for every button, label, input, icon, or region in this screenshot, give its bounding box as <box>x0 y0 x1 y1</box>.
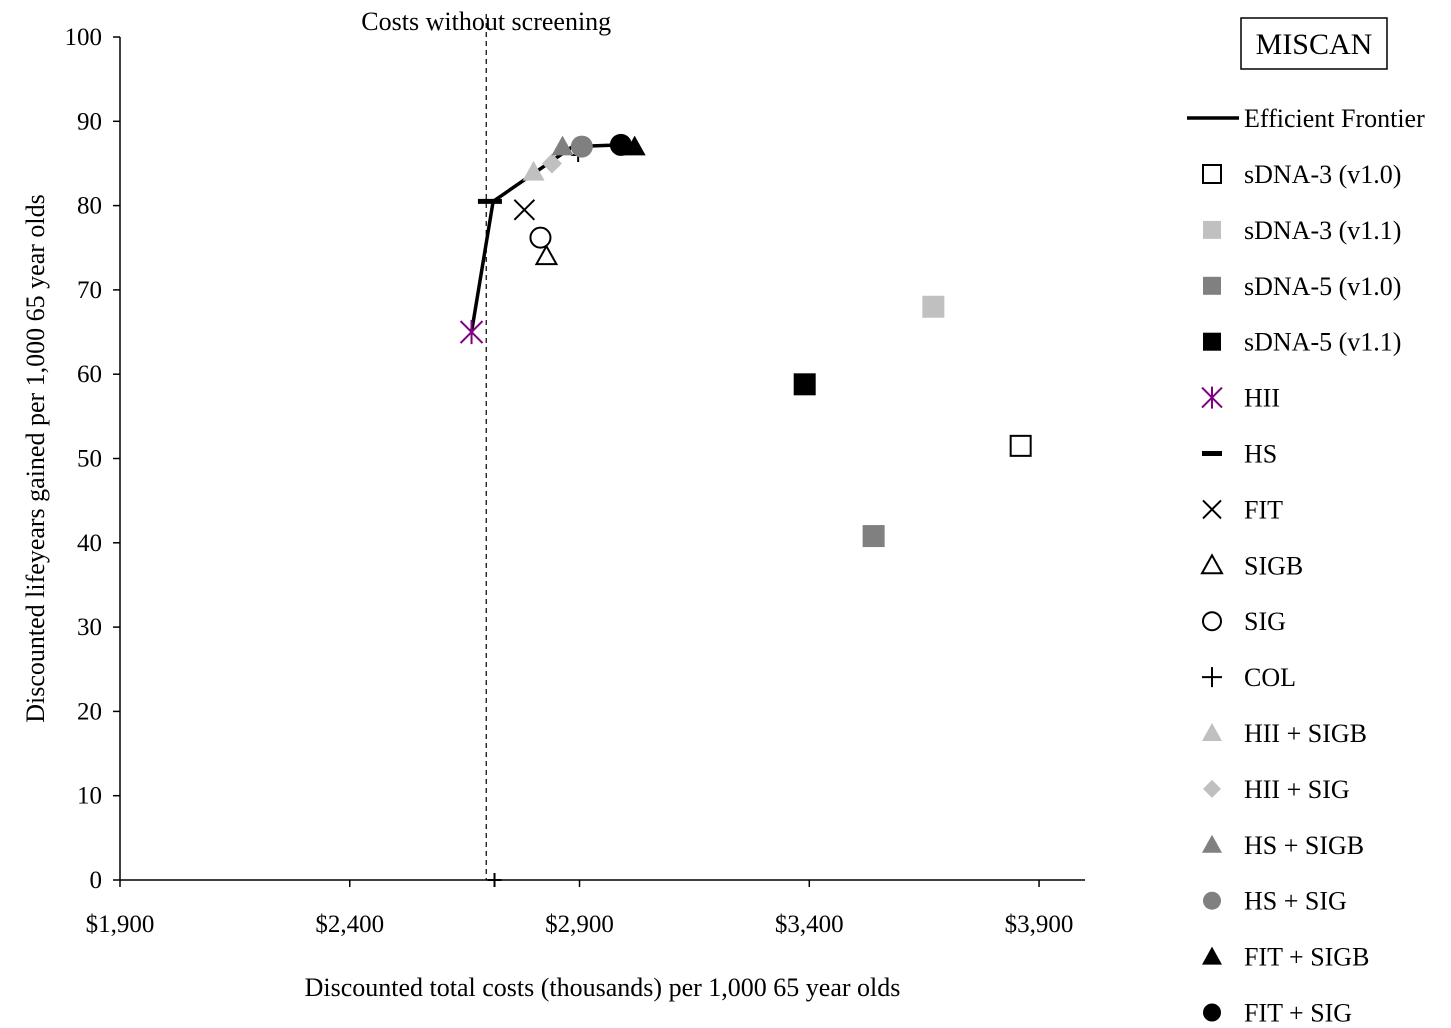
y-tick-label: 100 <box>65 24 103 51</box>
legend-swatch <box>1200 553 1224 575</box>
point-sdna-3-v1-0 <box>1009 434 1032 457</box>
point-hs <box>477 198 502 204</box>
legend-swatch <box>1202 946 1222 965</box>
point-hs-sig <box>570 135 593 158</box>
point-fit <box>513 199 536 221</box>
legend-swatch <box>1202 611 1222 632</box>
y-tick-label: 40 <box>77 530 102 557</box>
model-label: MISCAN <box>1256 28 1373 61</box>
y-tick-label: 70 <box>77 277 102 304</box>
legend-label: FIT <box>1244 495 1283 524</box>
point-hii <box>459 319 484 345</box>
legend-swatch <box>1202 834 1222 853</box>
point-sig <box>529 226 552 249</box>
legend: MISCAN Efficient Frontier sDNA-3 (v1.0) sDN… <box>1187 17 1425 1028</box>
reference-line-group: Costs without screening <box>361 7 611 880</box>
legend-label: SIG <box>1244 607 1286 636</box>
point-col <box>487 873 502 887</box>
legend-swatch <box>1202 723 1222 741</box>
legend-swatch <box>1201 386 1223 409</box>
y-axis-title: Discounted lifeyears gained per 1,000 65… <box>21 194 50 723</box>
x-tick-label: $2,900 <box>545 911 614 938</box>
point-sdna-3-v1-1 <box>922 295 945 318</box>
point-sdna-5-v1-0 <box>862 525 885 548</box>
legend-swatch <box>1203 891 1221 910</box>
legend-label: HS + SIG <box>1244 887 1347 916</box>
point-sdna-5-v1-1 <box>793 373 816 396</box>
y-tick-label: 30 <box>77 614 102 641</box>
y-tick-label: 50 <box>77 446 102 473</box>
legend-swatch <box>1203 332 1221 351</box>
legend-swatch <box>1203 779 1221 798</box>
axes: 0 10 20 30 40 50 60 70 80 90 100 $1,900 $2,400 $2,900… <box>21 24 1085 1002</box>
legend-label: FIT + SIGB <box>1244 943 1369 972</box>
point-sigb <box>534 244 559 266</box>
y-tick-label: 80 <box>77 193 102 220</box>
point-hii-sigb <box>522 160 545 181</box>
legend-swatch <box>1203 220 1221 239</box>
legend-label: FIT + SIG <box>1244 999 1352 1028</box>
legend-label: HII + SIG <box>1244 775 1350 804</box>
legend-label: sDNA-3 (v1.0) <box>1244 160 1401 189</box>
legend-label: sDNA-3 (v1.1) <box>1244 216 1401 245</box>
legend-swatch <box>1203 1003 1221 1022</box>
legend-swatch <box>1202 667 1222 688</box>
legend-label: HII + SIGB <box>1244 719 1367 748</box>
legend-swatch <box>1203 276 1221 295</box>
legend-label: HS + SIGB <box>1244 831 1364 860</box>
reference-line-label: Costs without screening <box>361 7 611 36</box>
point-hii-sig <box>541 153 562 174</box>
y-tick-label: 10 <box>77 783 102 810</box>
legend-label: HS <box>1244 440 1277 469</box>
x-axis-title: Discounted total costs (thousands) per 1… <box>305 973 901 1002</box>
legend-label: sDNA-5 (v1.1) <box>1244 328 1401 357</box>
legend-label: HII <box>1244 384 1280 413</box>
y-tick-label: 90 <box>77 108 102 135</box>
legend-swatch <box>1202 451 1222 456</box>
legend-frontier-label: Efficient Frontier <box>1244 104 1425 133</box>
legend-swatch <box>1202 499 1222 520</box>
y-tick-label: 20 <box>77 698 102 725</box>
y-tick-label: 0 <box>90 867 103 894</box>
model-label-box <box>1240 17 1388 70</box>
point-fit-sig <box>609 133 632 156</box>
efficient-frontier-line <box>469 143 635 333</box>
data-points <box>459 133 1032 887</box>
y-tick-label: 60 <box>77 361 102 388</box>
legend-label: COL <box>1244 663 1296 692</box>
legend-label: sDNA-5 (v1.0) <box>1244 272 1401 301</box>
legend-label: SIGB <box>1244 551 1303 580</box>
efficient-frontier-group <box>469 143 635 333</box>
legend-swatch <box>1202 164 1222 184</box>
x-tick-label: $2,400 <box>315 911 384 938</box>
x-tick-label: $3,900 <box>1005 911 1074 938</box>
x-tick-label: $1,900 <box>86 911 155 938</box>
x-tick-label: $3,400 <box>775 911 844 938</box>
point-hs-sigb <box>551 135 574 156</box>
